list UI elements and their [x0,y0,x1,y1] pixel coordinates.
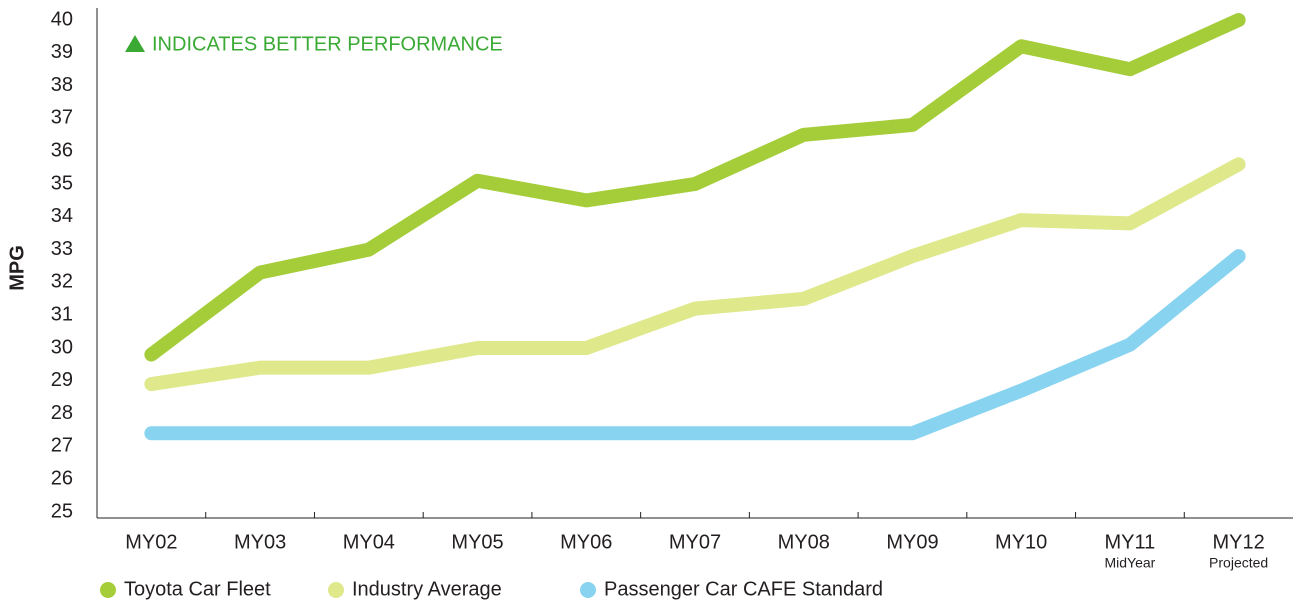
y-tick-label: 31 [51,303,73,325]
y-tick-label: 39 [51,41,73,63]
y-tick-label: 38 [51,74,73,96]
x-tick-label: MY04 [343,531,395,553]
series-line [144,249,1246,441]
legend-label: Passenger Car CAFE Standard [604,578,883,600]
y-tick-label: 32 [51,271,73,293]
x-tick-label: MY05 [451,531,503,553]
y-tick-label: 28 [51,402,73,424]
x-tick-label: MY08 [778,531,830,553]
x-tick-label: MY06 [560,531,612,553]
y-tick-label: 36 [51,139,73,161]
x-tick-label: MY02 [125,531,177,553]
y-tick-label: 37 [51,107,73,129]
legend-swatch [328,582,344,598]
annotation: INDICATES BETTER PERFORMANCE [152,33,503,55]
legend-swatch [580,582,596,598]
annotation-triangle [125,35,145,52]
x-tick-label: MY03 [234,531,286,553]
y-tick-label: 34 [51,205,73,227]
y-tick-label: 26 [51,467,73,489]
y-tick-label: 30 [51,336,73,358]
y-tick-label: 33 [51,238,73,260]
y-tick-label: 25 [51,500,73,522]
y-tick-label: 35 [51,172,73,194]
x-tick-label: MY10 [995,531,1047,553]
series-line [144,13,1246,362]
x-tick-label: MY09 [886,531,938,553]
legend-swatch [100,582,116,598]
x-tick-label: MY07 [669,531,721,553]
series-line [144,157,1246,392]
x-tick-label: MY11 [1105,531,1156,553]
y-tick-label: 29 [51,369,73,391]
x-tick-sublabel: MidYear [1104,555,1155,571]
x-tick-sublabel: Projected [1209,555,1268,571]
legend-label: Toyota Car Fleet [124,578,271,600]
x-tick-label: MY12 [1213,531,1265,553]
y-tick-label: 40 [51,8,73,30]
y-tick-label: 27 [51,435,73,457]
y-axis-label: MPG [6,245,28,291]
legend-label: Industry Average [352,578,502,600]
